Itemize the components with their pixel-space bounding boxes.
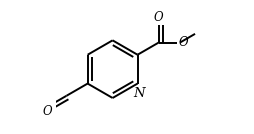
Text: O: O: [154, 12, 164, 25]
Text: O: O: [42, 105, 52, 118]
Text: N: N: [133, 87, 145, 100]
Text: O: O: [179, 36, 188, 49]
